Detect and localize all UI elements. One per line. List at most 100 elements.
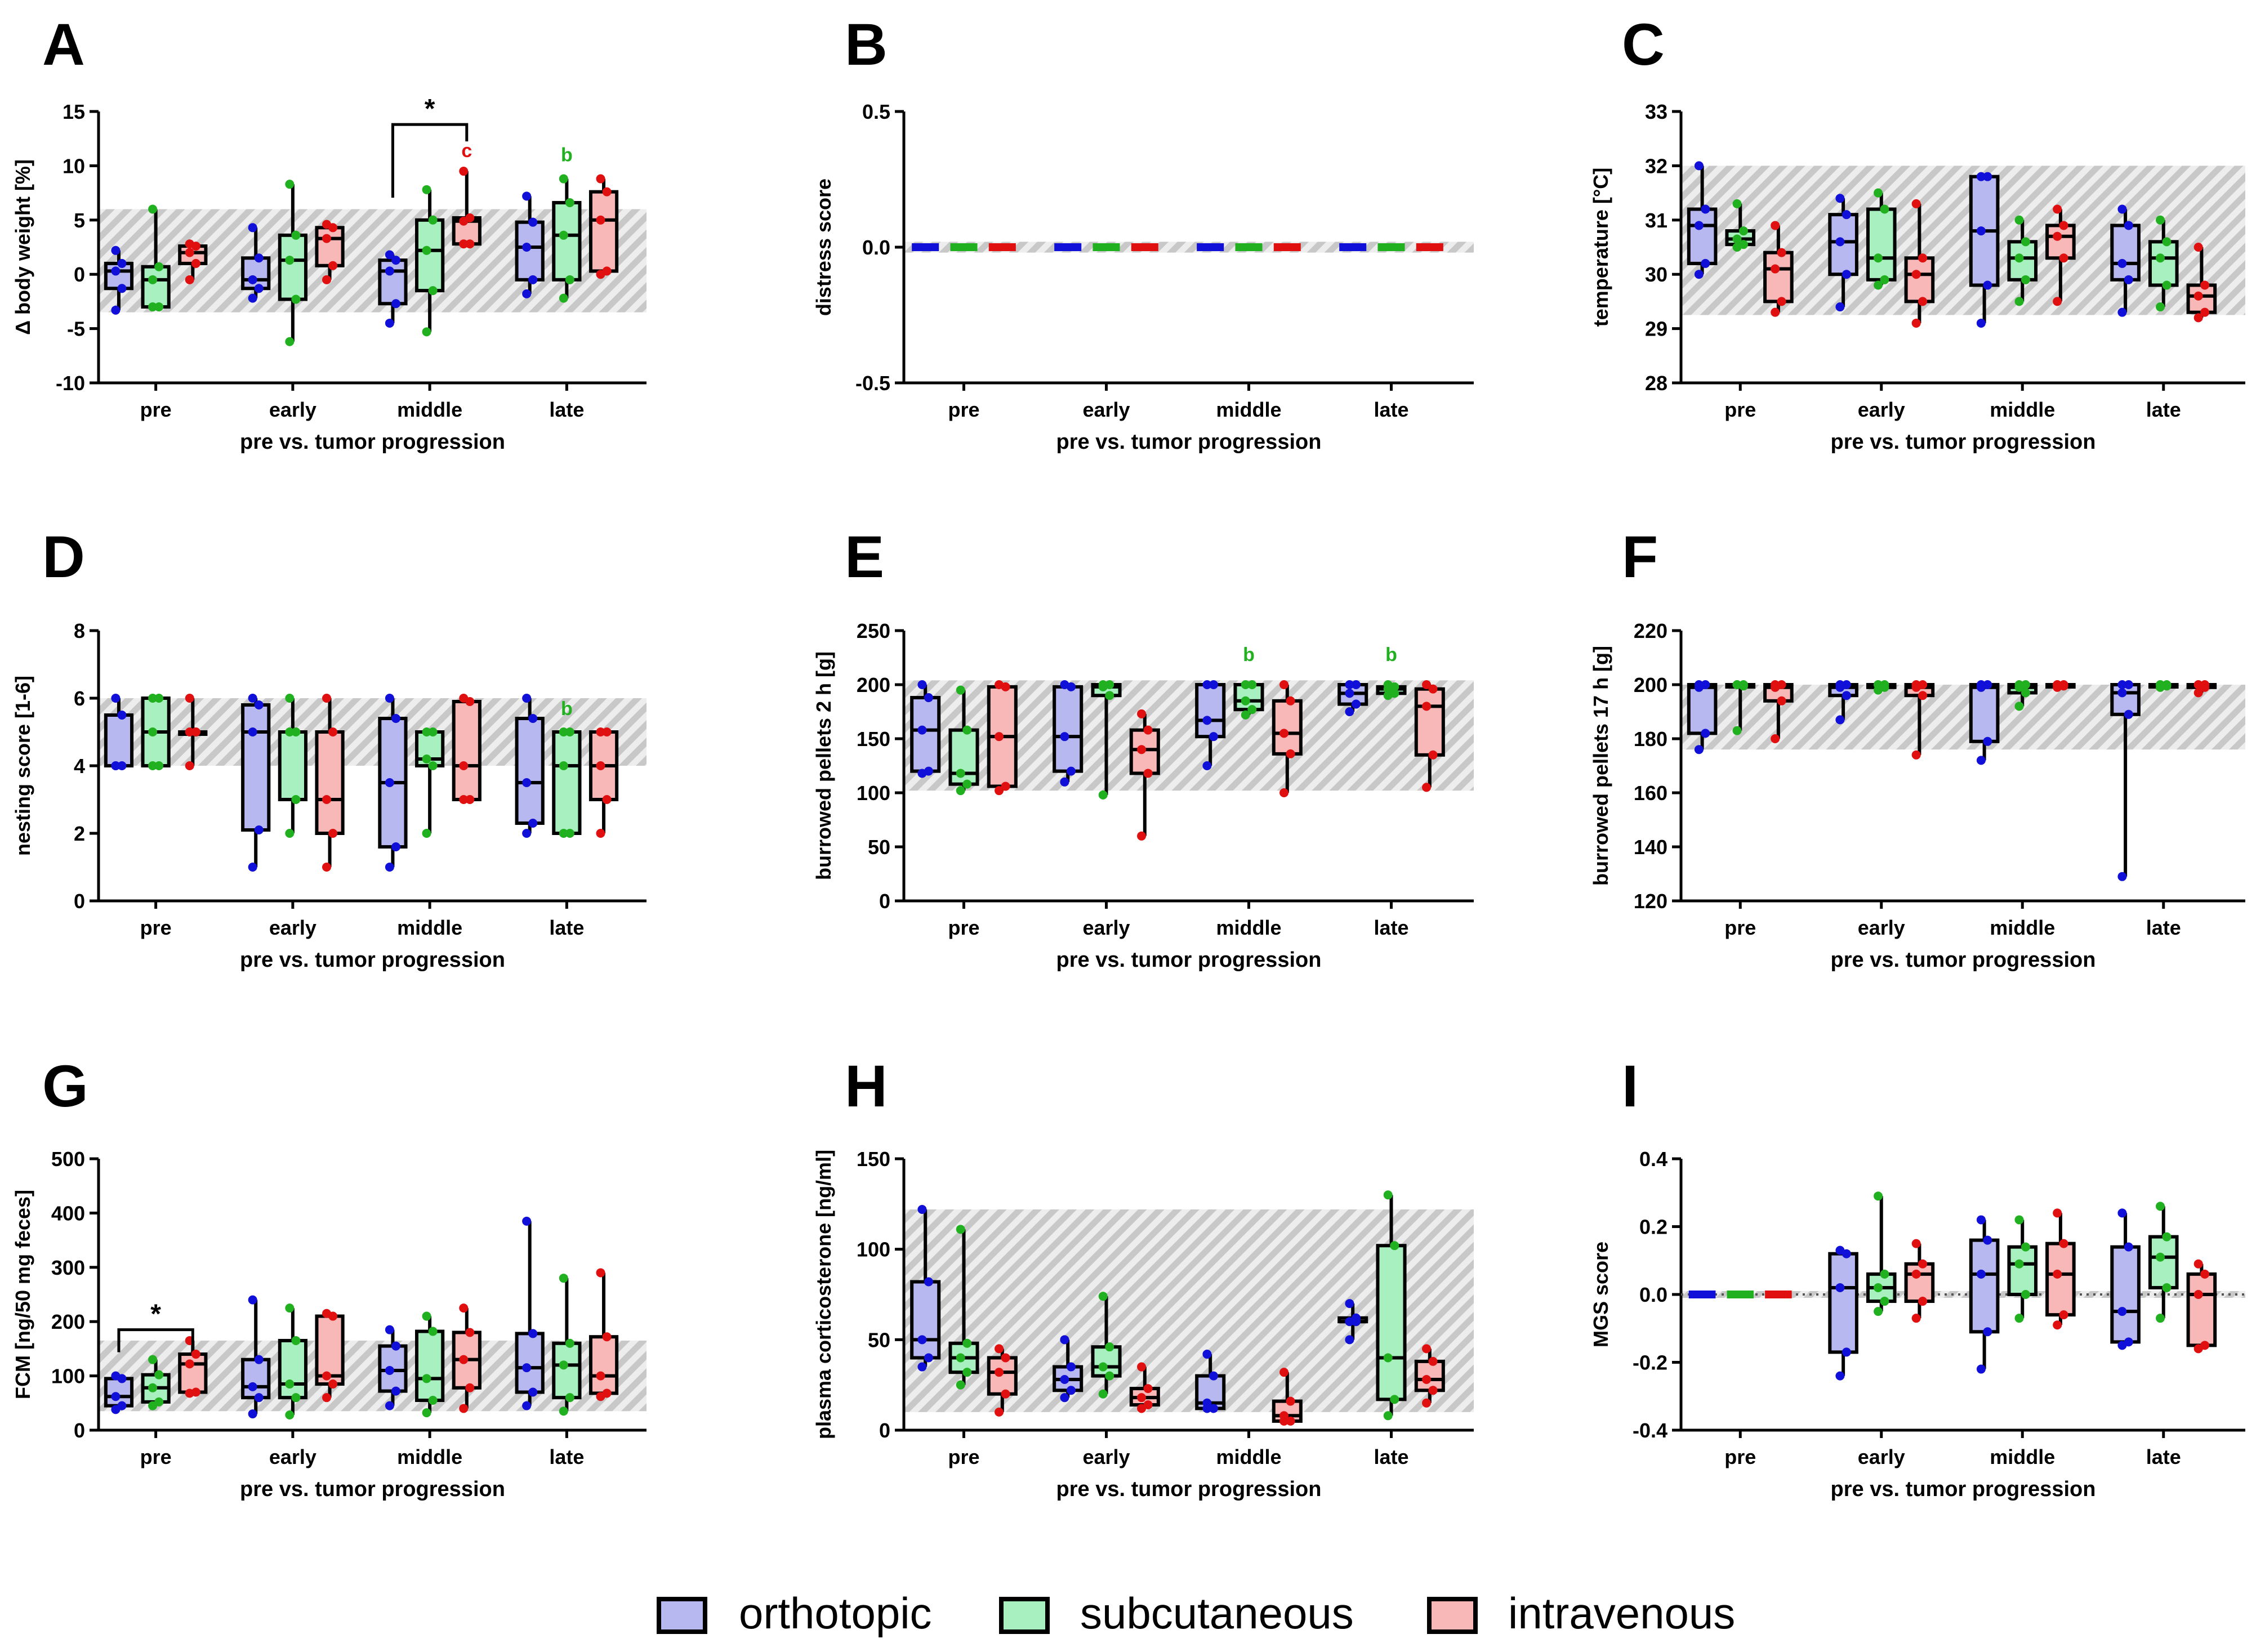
data-point (1209, 732, 1218, 742)
box-intravenous-early (315, 694, 345, 872)
box-orthotopic-late (515, 694, 545, 838)
data-point (191, 1387, 200, 1397)
x-tick-label-middle: middle (1990, 398, 2055, 421)
box-orthotopic-early (241, 223, 271, 303)
data-point (185, 761, 194, 770)
box-subcutaneous-late (2148, 215, 2179, 312)
y-tick-label: 0 (74, 263, 85, 286)
x-tick-label-early: early (269, 1445, 316, 1468)
data-point (1422, 1375, 1432, 1385)
data-point (111, 694, 121, 703)
data-point (528, 275, 538, 284)
data-point (1976, 1215, 1986, 1225)
data-point (1351, 680, 1361, 689)
data-point (2014, 1215, 2024, 1225)
box-subcutaneous-early (1866, 680, 1897, 695)
data-point (1777, 248, 1786, 257)
data-point (2124, 680, 2133, 689)
data-point (154, 302, 164, 312)
data-point (111, 305, 121, 315)
box-body (2045, 224, 2076, 260)
data-point (1098, 1389, 1108, 1399)
data-point (1694, 161, 1704, 171)
data-point (1209, 1371, 1218, 1381)
data-point (1390, 689, 1399, 698)
box-intravenous-pre (178, 694, 208, 770)
data-point (1247, 680, 1257, 689)
box-body (1195, 683, 1226, 739)
box-intravenous-middle (452, 167, 481, 249)
box-body (588, 190, 619, 273)
data-point (2021, 680, 2030, 689)
data-point (1383, 1353, 1393, 1363)
box-subcutaneous-early (278, 694, 307, 838)
panel-G: G 0 100 200 300 400 500 FCM [ng/50 mg feces] pre… (11, 1053, 646, 1501)
data-point (148, 1355, 158, 1364)
box-subcutaneous-pre (948, 685, 979, 796)
box-subcutaneous-late (2148, 1202, 2179, 1323)
data-point (2014, 215, 2024, 225)
box-orthotopic-late (2110, 1208, 2141, 1350)
data-point (1137, 709, 1147, 718)
data-point (422, 245, 431, 255)
box-body (104, 1377, 134, 1408)
data-point (917, 1335, 927, 1345)
data-point (2200, 1341, 2210, 1350)
data-point (148, 761, 158, 770)
y-tick-label: 8 (74, 619, 85, 642)
data-point (1390, 1395, 1399, 1404)
data-point (1976, 1269, 1986, 1279)
data-point (1137, 831, 1147, 841)
data-point (1777, 297, 1786, 306)
x-tick-label-late: late (549, 1445, 584, 1468)
data-point (459, 761, 469, 770)
data-point (2124, 1337, 2133, 1347)
box-subcutaneous-late (1376, 680, 1407, 700)
y-tick-label: -10 (56, 372, 85, 395)
box-orthotopic-late (2110, 680, 2141, 881)
panel-letter: E (845, 524, 884, 590)
y-axis-label: FCM [ng/50 mg feces] (11, 1190, 34, 1399)
data-point (459, 1355, 469, 1364)
box-orthotopic-early (1053, 680, 1084, 787)
data-point (2117, 204, 2127, 214)
data-point (1241, 710, 1250, 720)
x-tick-label-early: early (1082, 1445, 1130, 1468)
box-orthotopic-pre (910, 680, 941, 778)
data-point (2162, 280, 2172, 290)
data-point (191, 258, 200, 268)
x-tick-label-early: early (1082, 398, 1130, 421)
box-body (1091, 1345, 1122, 1378)
x-tick-label-pre: pre (140, 398, 172, 421)
panel-letter: A (42, 12, 85, 78)
data-point (254, 1355, 264, 1364)
x-axis-label: pre vs. tumor progression (240, 430, 505, 454)
y-axis-label: burrowed pellets 17 h [g] (1589, 646, 1612, 886)
data-point (148, 302, 158, 312)
panel-letter: H (845, 1053, 888, 1119)
data-point (191, 1350, 200, 1359)
box-subcutaneous-middle (1233, 680, 1264, 720)
y-tick-label: 0.2 (1639, 1216, 1667, 1239)
data-point (1880, 680, 1889, 689)
box-intravenous-middle (2045, 204, 2076, 306)
data-point (428, 1327, 438, 1336)
data-point (1835, 302, 1845, 312)
data-point (1918, 253, 1928, 263)
box-body (1272, 699, 1303, 756)
data-point (459, 167, 469, 176)
data-point (285, 337, 295, 346)
y-tick-label: 250 (857, 619, 890, 642)
x-tick-label-early: early (269, 398, 316, 421)
data-point (2053, 1208, 2062, 1218)
box-intravenous-pre (178, 1336, 208, 1398)
reference-band (1681, 1291, 2245, 1298)
data-point (1874, 188, 1883, 198)
data-point (1976, 172, 1986, 181)
box-subcutaneous-late (552, 174, 582, 303)
x-tick-label-early: early (1858, 1445, 1905, 1468)
data-point (2117, 258, 2127, 268)
data-point (2156, 1314, 2165, 1323)
box-body (1763, 251, 1794, 303)
box-intravenous-late (588, 1268, 619, 1401)
